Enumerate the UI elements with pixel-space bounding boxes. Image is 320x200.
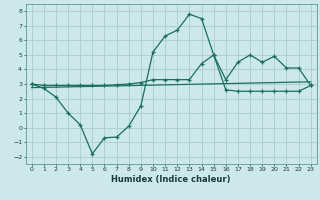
X-axis label: Humidex (Indice chaleur): Humidex (Indice chaleur)	[111, 175, 231, 184]
